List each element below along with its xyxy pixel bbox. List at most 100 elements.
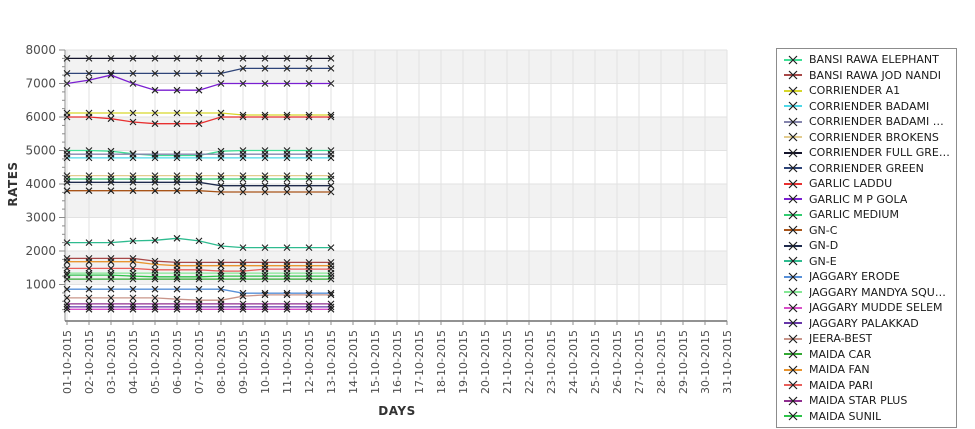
legend-marker-icon xyxy=(784,194,802,204)
x-tick-label: 11-10-2015 xyxy=(281,330,294,394)
legend-marker-icon xyxy=(784,287,802,297)
legend-item-maida-fan: MAIDA FAN xyxy=(783,364,950,375)
legend-marker-icon xyxy=(784,70,802,80)
legend-marker-icon xyxy=(784,334,802,344)
plot-band xyxy=(65,117,727,151)
series-gn-e xyxy=(63,234,335,251)
plot-band xyxy=(65,50,727,84)
x-tick-label: 23-10-2015 xyxy=(545,330,558,394)
legend-item-label: BANSI RAWA ELEPHANT xyxy=(809,54,939,65)
legend-item-label: GN-C xyxy=(809,224,838,236)
legend-item-maida-sunil: MAIDA SUNIL xyxy=(783,411,950,422)
legend-item-label: GARLIC M P GOLA xyxy=(809,193,908,205)
series-bansi-rawa-elephant xyxy=(63,147,335,159)
legend-marker-icon xyxy=(784,225,802,235)
legend-item-label: JAGGARY MANDYA SQUARE xyxy=(809,286,950,298)
series-gn-c xyxy=(63,187,335,196)
legend-marker-icon xyxy=(784,179,802,189)
x-tick-label: 20-10-2015 xyxy=(479,330,492,394)
legend-item-maida-star-plus: MAIDA STAR PLUS xyxy=(783,395,950,406)
legend-item-corriender-brokens: CORRIENDER BROKENS xyxy=(783,132,950,143)
legend-marker-icon xyxy=(784,349,802,359)
x-tick-label: 03-10-2015 xyxy=(105,330,118,394)
x-tick-label: 25-10-2015 xyxy=(589,330,602,394)
series-jaggary-palakkad xyxy=(63,303,335,311)
legend-item-garlic-medium: GARLIC MEDIUM xyxy=(783,209,950,220)
x-tick-label: 24-10-2015 xyxy=(567,330,580,394)
legend-marker-icon xyxy=(784,210,802,220)
x-tick-label: 27-10-2015 xyxy=(633,330,646,394)
legend-marker-icon xyxy=(784,365,802,375)
x-tick-label: 18-10-2015 xyxy=(435,330,448,394)
x-tick-label: 09-10-2015 xyxy=(237,330,250,394)
y-tick-label: 8000 xyxy=(25,43,56,57)
legend-item-label: GARLIC MEDIUM xyxy=(809,209,899,221)
legend-item-corriender-badami: CORRIENDER BADAMI xyxy=(783,101,950,112)
legend-item-corriender-a1: CORRIENDER A1 xyxy=(783,85,950,96)
series-maida-car xyxy=(63,275,335,283)
legend-marker-icon xyxy=(784,318,802,328)
legend-item-label: JAGGARY ERODE xyxy=(809,271,900,283)
x-tick-label: 30-10-2015 xyxy=(699,330,712,394)
legend-item-garlic-laddu: GARLIC LADDU xyxy=(783,178,950,189)
series-garlic-m-p-gola xyxy=(63,71,335,94)
legend-item-label: MAIDA FAN xyxy=(809,364,870,376)
legend-item-corriender-full-green: CORRIENDER FULL GREEN xyxy=(783,147,950,158)
legend-item-label: JAGGARY MUDDE SELEM xyxy=(809,302,943,314)
legend-item-label: JAGGARY PALAKKAD xyxy=(809,317,919,329)
legend-marker-icon xyxy=(784,303,802,313)
x-tick-label: 05-10-2015 xyxy=(149,330,162,394)
legend-item-label: CORRIENDER BADAMI MED xyxy=(809,116,950,128)
legend-item-label: GARLIC LADDU xyxy=(809,178,893,190)
legend-item-jaggary-erode: JAGGARY ERODE xyxy=(783,271,950,282)
legend-item-label: GN-D xyxy=(809,240,839,252)
plot-band xyxy=(65,184,727,218)
legend-marker-icon xyxy=(784,411,802,421)
legend-item-gn-c: GN-C xyxy=(783,225,950,236)
y-tick-label: 4000 xyxy=(25,177,56,191)
legend-item-maida-pari: MAIDA PARI xyxy=(783,380,950,391)
legend-marker-icon xyxy=(784,86,802,95)
x-tick-label: 02-10-2015 xyxy=(83,330,96,394)
series-maida-fan xyxy=(63,258,335,270)
legend-item-bansi-rawa-elephant: BANSI RAWA ELEPHANT xyxy=(783,54,950,65)
x-tick-label: 16-10-2015 xyxy=(391,330,404,394)
x-tick-label: 26-10-2015 xyxy=(611,330,624,394)
legend-marker-icon xyxy=(784,241,802,251)
legend-item-label: CORRIENDER GREEN xyxy=(809,162,924,174)
x-tick-label: 10-10-2015 xyxy=(259,330,272,394)
x-tick-label: 31-10-2015 xyxy=(721,330,734,394)
legend-item-label: CORRIENDER BADAMI xyxy=(809,100,930,112)
series-bansi-rawa-jod-nandi xyxy=(63,255,335,266)
legend-item-maida-car: MAIDA CAR xyxy=(783,349,950,360)
legend-item-label: BANSI RAWA JOD NANDI xyxy=(809,69,942,81)
legend-item-jaggary-mudde-selem: JAGGARY MUDDE SELEM xyxy=(783,302,950,313)
series-maida-pari xyxy=(63,265,335,275)
legend-item-label: CORRIENDER A1 xyxy=(809,85,901,97)
series-jeera-best xyxy=(63,291,335,304)
legend-marker-icon xyxy=(784,148,802,158)
x-tick-label: 21-10-2015 xyxy=(501,330,514,394)
x-tick-label: 15-10-2015 xyxy=(369,330,382,394)
x-tick-label: 13-10-2015 xyxy=(325,330,338,394)
x-tick-label: 29-10-2015 xyxy=(677,330,690,394)
legend-item-label: MAIDA CAR xyxy=(809,348,872,360)
series-corriender-a1 xyxy=(63,109,335,119)
legend: BANSI RAWA ELEPHANT BANSI RAWA JOD NANDI C… xyxy=(776,48,957,428)
legend-marker-icon xyxy=(784,55,802,64)
y-axis: 1000 2000 3000 4000 5000 6000 7000 8000 xyxy=(25,43,66,321)
legend-item-label: MAIDA STAR PLUS xyxy=(809,395,908,407)
series-jaggary-mudde-selem xyxy=(63,305,335,313)
legend-marker-icon xyxy=(784,132,802,142)
series-gn-d xyxy=(63,178,335,190)
series-corriender-brokens xyxy=(63,172,335,179)
series-garlic-laddu xyxy=(63,113,335,128)
x-tick-label: 12-10-2015 xyxy=(303,330,316,394)
legend-item-jaggary-palakkad: JAGGARY PALAKKAD xyxy=(783,318,950,329)
x-tick-label: 19-10-2015 xyxy=(457,330,470,394)
legend-marker-icon xyxy=(784,256,802,266)
y-tick-label: 2000 xyxy=(25,244,56,258)
x-tick-label: 22-10-2015 xyxy=(523,330,536,394)
legend-item-corriender-badami-med: CORRIENDER BADAMI MED xyxy=(783,116,950,127)
